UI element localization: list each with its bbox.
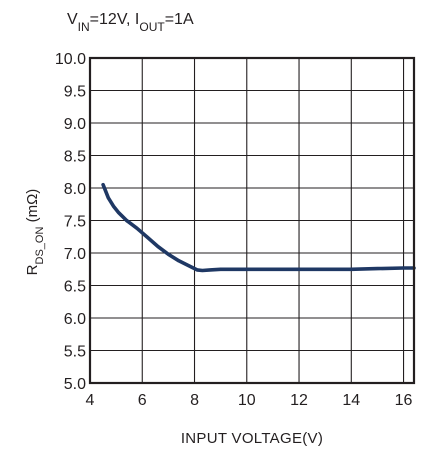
- y-tick-label: 9.5: [64, 84, 86, 101]
- x-axis-label: INPUT VOLTAGE(V): [181, 430, 323, 447]
- y-tick-label: 8.5: [64, 149, 86, 166]
- x-tick-label: 16: [395, 392, 413, 409]
- series-layer: [101, 182, 416, 273]
- grid: [89, 57, 414, 384]
- y-tick-label: 10.0: [55, 51, 86, 68]
- y-tick-labels: 5.0 5.5 6.0 6.5 7.0 7.5 8.0 8.5 9.0 9.5 10.0: [55, 51, 86, 393]
- y-tick-label: 5.5: [64, 344, 86, 361]
- y-tick-label: 6.0: [64, 311, 86, 328]
- x-tick-label: 6: [138, 392, 147, 409]
- series-line: [101, 182, 416, 273]
- y-tick-label: 7.5: [64, 214, 86, 231]
- y-axis-label: RDS_ON (mΩ): [24, 189, 46, 276]
- x-tick-label: 14: [342, 392, 360, 409]
- plot-frame: [88, 56, 416, 385]
- x-tick-label: 8: [190, 392, 199, 409]
- y-tick-label: 7.0: [64, 246, 86, 263]
- y-tick-label: 8.0: [64, 181, 86, 198]
- x-tick-label: 4: [86, 392, 95, 409]
- x-tick-label: 12: [290, 392, 308, 409]
- chart-title: VIN=12V, IOUT=1A: [67, 11, 194, 34]
- x-tick-label: 10: [238, 392, 256, 409]
- y-tick-label: 5.0: [64, 376, 86, 393]
- x-tick-labels: 4 6 8 10 12 14 16: [86, 392, 413, 409]
- y-tick-label: 6.5: [64, 279, 86, 296]
- y-tick-label: 9.0: [64, 116, 86, 133]
